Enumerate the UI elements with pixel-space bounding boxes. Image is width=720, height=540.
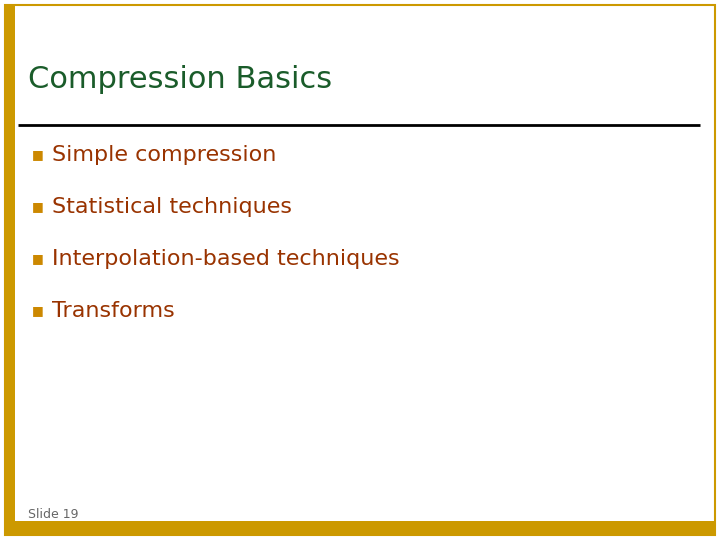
Text: ■: ■ bbox=[32, 200, 44, 213]
Text: Transforms: Transforms bbox=[52, 301, 175, 321]
Bar bbox=[5, 5, 15, 535]
Text: ■: ■ bbox=[32, 305, 44, 318]
Text: ■: ■ bbox=[32, 148, 44, 161]
Text: ■: ■ bbox=[32, 253, 44, 266]
Text: Interpolation-based techniques: Interpolation-based techniques bbox=[52, 249, 400, 269]
Text: Compression Basics: Compression Basics bbox=[28, 65, 332, 94]
Text: Statistical techniques: Statistical techniques bbox=[52, 197, 292, 217]
Text: Slide 19: Slide 19 bbox=[28, 509, 78, 522]
Text: Simple compression: Simple compression bbox=[52, 145, 276, 165]
Bar bbox=[5, 521, 715, 535]
